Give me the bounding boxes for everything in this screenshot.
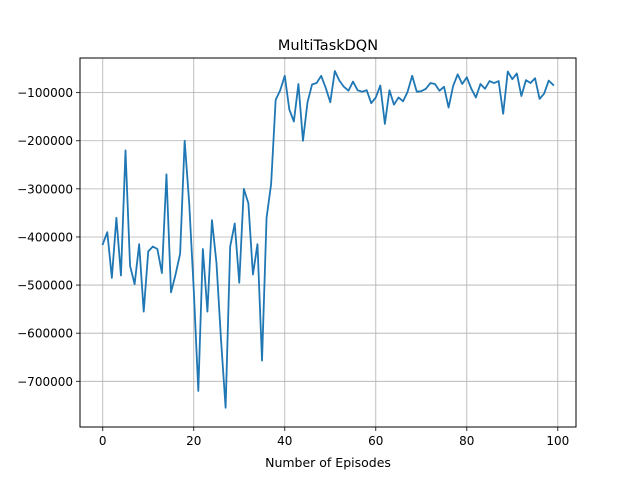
- x-tick-label: 0: [99, 434, 107, 448]
- y-tick-label: −100000: [17, 86, 73, 100]
- y-tick-label: −700000: [17, 375, 73, 389]
- y-tick-label: −200000: [17, 134, 73, 148]
- x-tick-label: 40: [277, 434, 292, 448]
- y-tick-label: −400000: [17, 230, 73, 244]
- axis-ticks: 0 20 40 60 80 100 −700000 −600000 −500000 −400000…: [17, 86, 569, 448]
- x-axis-label: Number of Episodes: [265, 455, 391, 470]
- series-layer: [101, 70, 555, 409]
- x-tick-label: 60: [368, 434, 383, 448]
- y-tick-label: −600000: [17, 327, 73, 341]
- x-tick-label: 20: [186, 434, 201, 448]
- y-tick-label: −300000: [17, 182, 73, 196]
- y-tick-label: −500000: [17, 279, 73, 293]
- x-tick-label: 100: [546, 434, 569, 448]
- series-line: [101, 70, 555, 409]
- chart-title: MultiTaskDQN: [278, 38, 378, 54]
- x-tick-label: 80: [459, 434, 474, 448]
- plot-area-frame: [79, 57, 577, 428]
